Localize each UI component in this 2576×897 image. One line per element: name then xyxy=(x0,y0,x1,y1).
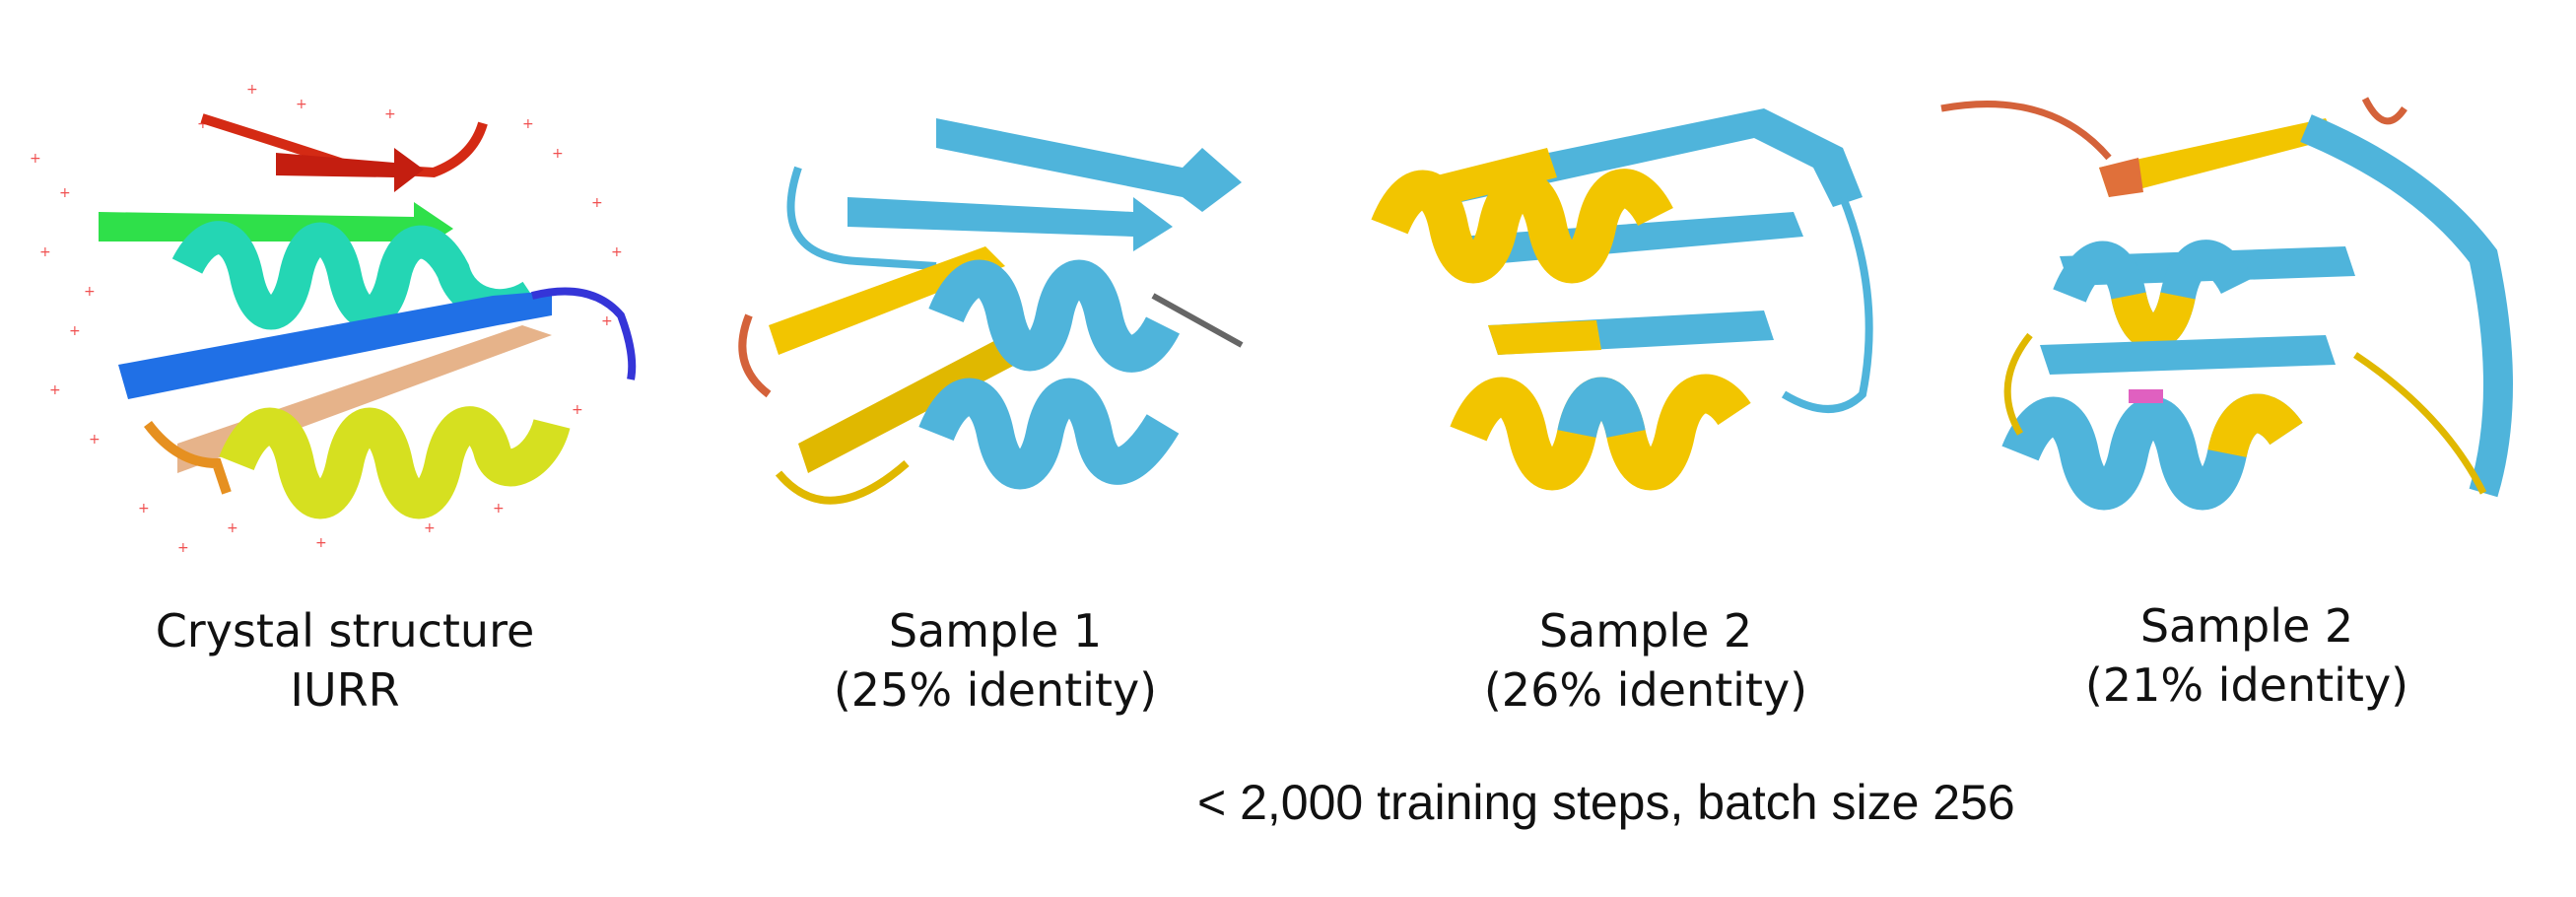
strand-red-arrow xyxy=(276,148,424,192)
svg-text:+: + xyxy=(315,535,327,551)
loop-yellow-left xyxy=(2003,332,2033,436)
strand-yellow-top xyxy=(1429,148,1557,207)
loop-red xyxy=(738,313,772,398)
svg-text:+: + xyxy=(591,195,603,211)
caption-sample-2a: Sample 2 (26% identity) xyxy=(1429,601,1863,720)
caption-title: Crystal structure xyxy=(155,604,535,657)
strand-blue-1 xyxy=(936,118,1242,212)
svg-text:+: + xyxy=(384,106,396,122)
caption-title: Sample 1 xyxy=(888,604,1103,657)
helix-yellow-end xyxy=(2207,393,2303,458)
loop-orange xyxy=(144,420,232,495)
svg-text:+: + xyxy=(522,116,534,132)
svg-text:+: + xyxy=(138,501,150,517)
svg-text:+: + xyxy=(246,82,258,98)
svg-text:+: + xyxy=(30,151,41,167)
svg-text:+: + xyxy=(49,382,61,398)
svg-text:+: + xyxy=(493,501,505,517)
caption-title: Sample 2 xyxy=(1538,604,1753,657)
svg-text:+: + xyxy=(572,402,583,418)
loop-blue xyxy=(531,287,637,380)
strand-blue-lower xyxy=(2040,335,2336,375)
sample-1-structure-image xyxy=(738,118,1244,505)
protein-panel-sample-1: Sample 1 (25% identity) xyxy=(710,0,1350,717)
strand-yellow-top xyxy=(2099,118,2336,197)
caption-sample-1: Sample 1 (25% identity) xyxy=(779,601,1212,720)
caption-subtitle: (21% identity) xyxy=(2084,658,2409,712)
pink-marker xyxy=(2129,389,2163,403)
svg-text:+: + xyxy=(552,146,564,162)
loop-red-topright xyxy=(2361,97,2407,125)
loop-yellow xyxy=(775,459,910,505)
svg-text:+: + xyxy=(89,432,101,448)
svg-text:+: + xyxy=(84,284,96,300)
loop-grey xyxy=(1151,293,1244,348)
helix-cyan xyxy=(171,221,542,330)
loop-yellow-right xyxy=(2353,352,2487,495)
svg-text:+: + xyxy=(227,520,238,536)
caption-title: Sample 2 xyxy=(2139,599,2354,653)
caption-crystal: Crystal structure IURR xyxy=(108,601,581,720)
loop-blue-right xyxy=(1781,195,1873,413)
svg-text:+: + xyxy=(177,540,189,556)
helix-yellow xyxy=(219,406,571,519)
svg-text:+: + xyxy=(611,244,623,260)
svg-text:+: + xyxy=(69,323,81,339)
helix-yellow-top xyxy=(1371,169,1673,284)
sample-2a-structure-image xyxy=(1371,108,1873,491)
strand-yellow-2 xyxy=(798,335,1025,473)
svg-text:+: + xyxy=(296,97,307,112)
protein-panel-sample-2b: Sample 2 (21% identity) xyxy=(1932,0,2576,712)
helix-blue-1 xyxy=(928,259,1180,373)
caption-subtitle: IURR xyxy=(290,663,400,717)
svg-text:+: + xyxy=(424,520,436,536)
training-note: < 2,000 training steps, batch size 256 xyxy=(1197,775,2015,830)
svg-text:+: + xyxy=(59,185,71,201)
caption-subtitle: (25% identity) xyxy=(833,663,1158,717)
protein-panel-sample-2a: Sample 2 (26% identity) xyxy=(1370,0,1922,717)
caption-sample-2b: Sample 2 (21% identity) xyxy=(2030,596,2464,715)
svg-text:+: + xyxy=(197,116,209,132)
strand-yellow-mid xyxy=(1488,320,1601,355)
crystal-structure-image: ++++ ++++ ++++ ++++ ++++ ++++ xyxy=(30,82,637,556)
strand-blue xyxy=(118,291,552,399)
sample-2b-structure-image xyxy=(1940,97,2513,511)
helix-blue-2 xyxy=(918,378,1180,490)
caption-subtitle: (26% identity) xyxy=(1483,663,1808,717)
helix-yellow-segment xyxy=(2111,291,2196,351)
svg-text:+: + xyxy=(601,313,613,329)
strand-blue-right xyxy=(2300,114,2513,498)
loop-blue-top xyxy=(786,166,937,270)
protein-panel-crystal: + + + + + + + + + + + + + + + + + + + + + + + + Crystal st… xyxy=(0,0,690,717)
helix-blue-segment xyxy=(1557,377,1646,439)
strand-orange-mark xyxy=(2099,158,2143,197)
loop-red-top xyxy=(1940,101,2112,161)
svg-text:+: + xyxy=(39,244,51,260)
strand-blue-2 xyxy=(847,197,1173,251)
strand-yellow-1 xyxy=(769,246,1005,355)
